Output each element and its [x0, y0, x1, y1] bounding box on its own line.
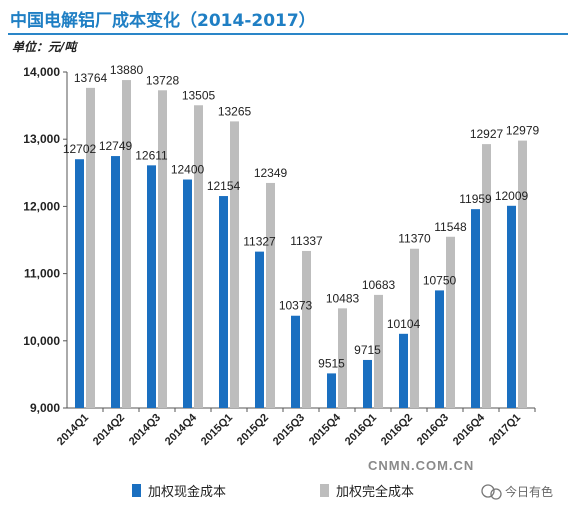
data-label-full-cost: 11548	[434, 220, 467, 234]
wechat-icon	[481, 484, 502, 500]
y-tick-label: 14,000	[23, 65, 60, 79]
bar-cash-cost	[399, 333, 408, 408]
data-label-cash-cost: 12749	[99, 139, 133, 153]
data-label-full-cost: 11337	[290, 234, 323, 248]
bar-full-cost	[266, 182, 275, 408]
data-label-full-cost: 13265	[218, 104, 252, 118]
x-tick-label: 2015Q1	[199, 412, 235, 448]
data-label-cash-cost: 10750	[423, 273, 457, 287]
bars-group	[75, 80, 527, 409]
bar-full-cost	[482, 144, 491, 409]
data-label-cash-cost: 12154	[207, 179, 241, 193]
bar-cash-cost	[327, 373, 336, 408]
watermark-brand: 今日有色	[505, 484, 553, 499]
data-label-full-cost: 13505	[182, 88, 216, 102]
data-label-cash-cost: 9515	[318, 356, 345, 370]
data-label-full-cost: 13764	[74, 71, 108, 85]
data-label-cash-cost: 12702	[63, 142, 97, 156]
bar-cash-cost	[363, 359, 372, 408]
bar-cash-cost	[471, 209, 480, 408]
bar-full-cost	[410, 248, 419, 408]
bar-full-cost	[446, 236, 455, 408]
axes: 9,000 10,000 11,000 12,000 13,000 14,000 2014Q…	[23, 65, 536, 448]
bar-full-cost	[122, 80, 131, 409]
bar-full-cost	[374, 294, 383, 408]
y-tick-label: 9,000	[30, 401, 60, 415]
x-tick-label: 2014Q1	[55, 412, 91, 448]
bar-cash-cost	[75, 159, 84, 408]
bar-full-cost	[302, 250, 311, 408]
bar-cash-cost	[147, 165, 156, 408]
data-label-cash-cost: 10104	[387, 317, 421, 331]
legend-label-full-cost: 加权完全成本	[336, 484, 414, 500]
watermark-text: CNMN.COM.CN	[368, 458, 474, 473]
legend-swatch-full-cost	[320, 484, 329, 497]
bar-full-cost	[230, 121, 239, 408]
data-label-cash-cost: 12400	[171, 163, 205, 177]
data-label-full-cost: 10483	[326, 291, 360, 305]
x-tick-label: 2016Q3	[415, 412, 451, 448]
legend-swatch-cash-cost	[132, 484, 141, 497]
data-label-cash-cost: 9715	[354, 343, 381, 357]
x-tick-label: 2015Q2	[235, 412, 271, 448]
x-tick-label: 2016Q2	[379, 412, 415, 448]
data-label-full-cost: 12979	[506, 124, 540, 138]
x-tick-label: 2016Q1	[343, 412, 379, 448]
chart-title: 中国电解铝厂成本变化（2014-2017）	[10, 11, 316, 31]
data-label-cash-cost: 12009	[495, 189, 529, 203]
bar-cash-cost	[111, 156, 120, 408]
bar-full-cost	[518, 140, 527, 408]
data-label-full-cost: 12349	[254, 166, 288, 180]
x-tick-label: 2017Q1	[487, 412, 523, 448]
x-tick-label: 2014Q2	[91, 412, 127, 448]
data-label-full-cost: 13880	[110, 63, 144, 77]
data-label-cash-cost: 11327	[243, 235, 276, 249]
bar-cash-cost	[435, 290, 444, 408]
data-label-full-cost: 11370	[398, 232, 431, 246]
y-tick-label: 12,000	[23, 199, 60, 213]
data-label-full-cost: 12927	[470, 127, 504, 141]
x-tick-label: 2015Q4	[307, 411, 344, 448]
data-label-cash-cost: 11959	[459, 192, 492, 206]
bar-full-cost	[194, 105, 203, 408]
bar-full-cost	[158, 90, 167, 409]
x-tick-label: 2015Q3	[271, 412, 307, 448]
title-divider	[8, 33, 568, 35]
bar-cash-cost	[183, 179, 192, 408]
unit-label: 单位：元/吨	[12, 40, 77, 54]
bar-cash-cost	[219, 196, 228, 408]
x-tick-label: 2014Q3	[127, 412, 163, 448]
bar-cash-cost	[507, 205, 516, 408]
bar-cash-cost	[255, 251, 264, 408]
x-tick-label: 2016Q4	[451, 411, 488, 448]
y-tick-label: 11,000	[24, 267, 60, 281]
y-tick-label: 10,000	[23, 334, 60, 348]
data-label-full-cost: 13728	[146, 73, 180, 87]
x-tick-label: 2014Q4	[163, 411, 200, 448]
legend-label-cash-cost: 加权现金成本	[148, 484, 226, 500]
data-label-cash-cost: 10373	[279, 299, 313, 313]
data-label-cash-cost: 12611	[135, 148, 168, 162]
data-label-full-cost: 10683	[362, 278, 396, 292]
bar-full-cost	[338, 308, 347, 408]
y-tick-label: 13,000	[23, 132, 60, 146]
data-labels-group: 12702 13764 12749 13880 12611 13728 12400 13505…	[63, 63, 540, 370]
bar-cash-cost	[291, 315, 300, 408]
bar-full-cost	[86, 87, 95, 409]
legend: 加权现金成本 加权完全成本	[132, 484, 414, 500]
